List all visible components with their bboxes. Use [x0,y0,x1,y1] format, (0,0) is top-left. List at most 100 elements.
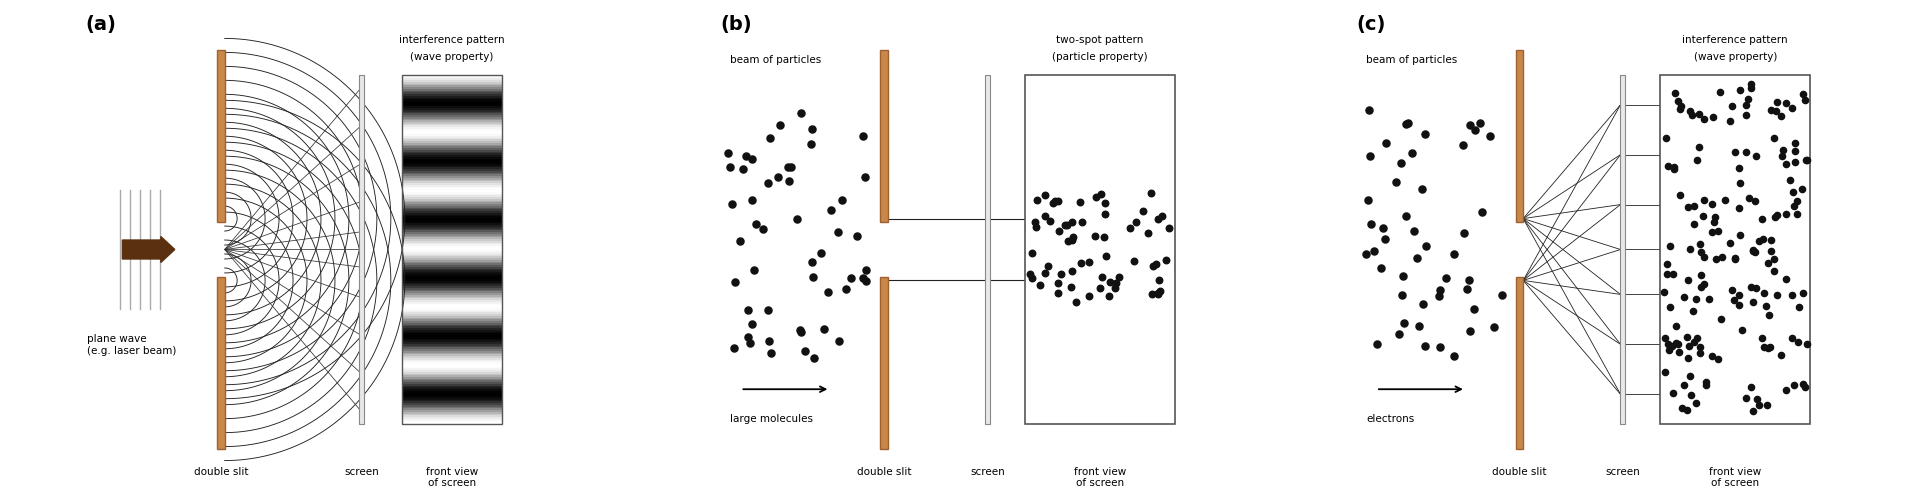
Point [1104,273,1135,281]
Point [1073,257,1104,265]
Bar [401,312,501,314]
Point [1021,196,1052,204]
Point [737,197,768,205]
Point [1715,240,1745,248]
Point [1743,237,1774,245]
Bar [401,277,501,279]
Point [789,347,820,355]
Point [1726,326,1757,334]
Point [1649,368,1680,376]
Bar [401,219,501,222]
Point [1659,165,1690,173]
Bar [401,102,501,105]
Point [851,266,881,274]
Bar [401,399,501,401]
Point [1044,227,1075,235]
Text: beam of particles: beam of particles [1365,55,1457,65]
Point [841,232,872,240]
Point [1044,270,1075,278]
Point [1676,111,1707,119]
Point [1668,381,1699,389]
Bar [401,170,501,173]
Point [1703,227,1734,235]
Point [1031,212,1062,220]
Bar [401,326,501,328]
Point [1094,291,1125,299]
Bar [401,278,501,281]
Point [1659,89,1690,97]
Point [1732,111,1763,119]
Point [797,258,828,266]
Text: screen: screen [970,467,1004,477]
Bar [401,420,501,422]
Point [720,278,751,286]
Point [1688,212,1718,220]
Point [1667,404,1697,412]
Point [1672,203,1703,211]
Bar [401,415,501,417]
Point [1699,213,1730,221]
Point [1043,279,1073,287]
Bar [401,404,501,407]
Bar [401,257,501,260]
Point [1674,245,1705,252]
Bar [401,263,501,265]
Point [1438,352,1469,360]
Text: (wave property): (wave property) [411,52,493,62]
Bar [401,359,501,361]
Bar [401,90,501,92]
Point [1788,288,1818,296]
Point [1782,210,1812,218]
Bar [401,204,501,206]
Bar [401,130,501,132]
Bar [401,214,501,217]
Bar [401,308,501,310]
Bar [401,139,501,141]
Point [1690,378,1720,386]
Point [1759,213,1789,221]
Point [1701,255,1732,263]
Point [1780,381,1811,389]
Bar [401,228,501,231]
Point [1154,225,1185,233]
Point [1357,247,1388,255]
Bar [401,137,501,139]
Point [1780,158,1811,166]
Point [737,155,768,163]
Text: two-spot pattern: two-spot pattern [1056,35,1144,45]
Bar [401,259,501,261]
Bar [401,213,501,215]
Point [1354,196,1384,204]
Point [1761,98,1791,106]
Point [1459,126,1490,134]
Bar [401,373,501,375]
Point [1425,286,1455,294]
Point [816,206,847,214]
Bar [401,324,501,326]
Bar [401,120,501,122]
Bar [401,198,501,201]
Point [747,225,778,233]
Bar [401,357,501,359]
Point [1039,200,1069,208]
Point [1452,285,1482,293]
Point [1384,330,1415,338]
Point [1016,270,1046,278]
Bar [401,172,501,174]
Point [1692,381,1722,389]
Point [1720,148,1751,156]
Point [1352,250,1382,258]
Point [1766,152,1797,160]
Point [1384,159,1415,167]
Point [764,121,795,129]
Bar [401,369,501,372]
Point [1465,118,1496,126]
Bar [879,50,887,222]
Bar [401,396,501,398]
Bar [401,378,501,380]
Point [1407,185,1438,193]
Bar [401,319,501,321]
Bar [401,232,501,234]
Point [1732,95,1763,103]
Point [808,325,839,333]
